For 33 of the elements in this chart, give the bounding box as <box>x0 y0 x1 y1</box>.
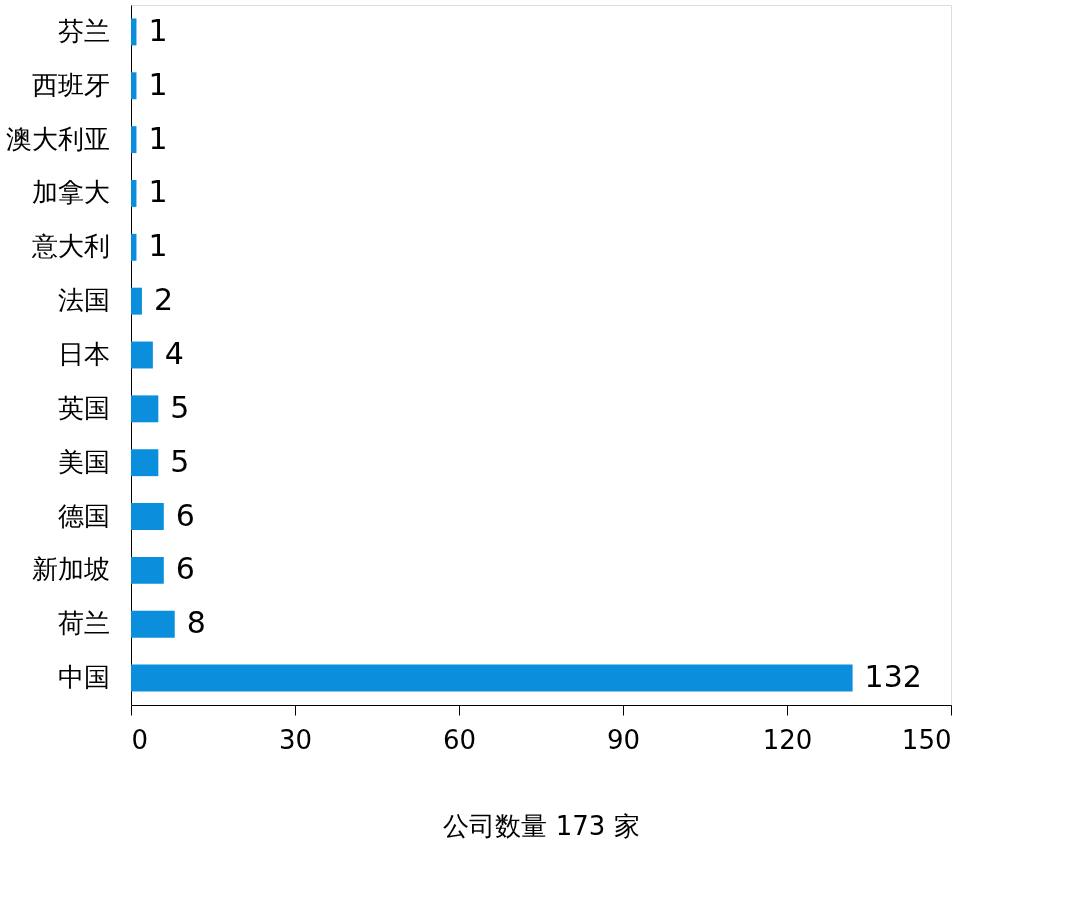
y-tick-label: 西班牙 <box>31 69 110 100</box>
data-label: 6 <box>175 551 195 587</box>
x-tick-label: 120 <box>762 724 813 755</box>
data-label: 1 <box>148 66 168 102</box>
data-label: 1 <box>148 174 168 210</box>
data-label: 1 <box>148 12 168 48</box>
y-tick-label: 法国 <box>57 285 110 316</box>
y-tick-label: 芬兰 <box>57 15 110 46</box>
y-tick-label: 澳大利亚 <box>5 123 110 154</box>
y-tick-label: 荷兰 <box>57 608 110 639</box>
x-tick-label: 90 <box>606 724 641 755</box>
y-tick-label: 新加坡 <box>31 554 110 585</box>
y-tick-label: 意大利 <box>30 231 110 262</box>
y-tick-label: 中国 <box>57 662 110 693</box>
data-label: 6 <box>175 497 195 533</box>
data-label: 132 <box>864 659 922 695</box>
data-label: 5 <box>170 443 190 479</box>
x-axis-title: 公司数量 173 家 <box>443 810 640 841</box>
data-label: 1 <box>148 120 168 156</box>
data-label: 5 <box>170 389 190 425</box>
data-label: 2 <box>153 282 174 318</box>
x-tick-label: 150 <box>901 724 952 755</box>
x-tick-label: 60 <box>442 724 477 755</box>
y-tick-label: 美国 <box>57 446 110 477</box>
y-tick-label: 加拿大 <box>31 177 110 208</box>
x-tick-label: 30 <box>278 724 313 755</box>
data-label: 4 <box>164 336 184 371</box>
y-tick-label: 德国 <box>57 500 110 531</box>
x-tick-label: 0 <box>131 724 149 755</box>
data-label: 1 <box>148 228 168 264</box>
y-tick-label: 英国 <box>57 392 110 423</box>
data-label: 8 <box>186 605 206 641</box>
y-tick-label: 日本 <box>57 339 110 369</box>
